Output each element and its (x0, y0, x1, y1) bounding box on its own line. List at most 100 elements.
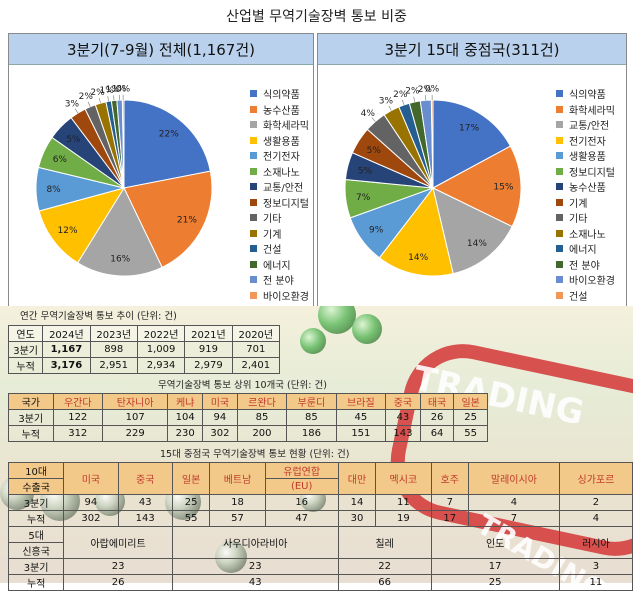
legend-label: 전 분야 (569, 257, 600, 272)
legend-label: 화학세라믹 (263, 117, 309, 132)
legend-item: 교통/안전 (556, 117, 615, 133)
legend-label: 기타 (263, 210, 281, 225)
legend-swatch (250, 168, 257, 175)
header-cell: 2023년 (90, 326, 137, 342)
header-cell: 일본 (454, 394, 488, 410)
legend-item: 정보디지털 (556, 164, 615, 180)
table-cell: 18 (210, 495, 265, 511)
legend-item: 에너지 (556, 241, 615, 257)
slice-value-label: 17% (459, 124, 479, 134)
table-cell: 4 (469, 495, 560, 511)
table-cell: 2,934 (137, 358, 184, 374)
legend-label: 전 분야 (263, 272, 294, 287)
table-cell: 누적 (9, 426, 54, 442)
leader-line (114, 95, 115, 100)
table-cell: 898 (90, 342, 137, 358)
legend-swatch (556, 121, 563, 128)
table-cell: 14 (338, 495, 376, 511)
table-cell: 23 (172, 559, 338, 575)
header-cell: 부룬디 (287, 394, 336, 410)
table-cell: 2,979 (185, 358, 232, 374)
table-cell: 57 (210, 511, 265, 527)
legend-label: 전기전자 (263, 148, 300, 163)
legend-item: 식의약품 (250, 86, 309, 102)
table-cell: 23 (64, 559, 173, 575)
leader-line (88, 102, 90, 107)
legend-label: 소재나노 (263, 164, 300, 179)
row-label: 수출국 (9, 479, 64, 495)
table-cell: 302 (64, 511, 118, 527)
legend-item: 기타 (556, 210, 615, 226)
table-cell: 30 (338, 511, 376, 527)
legend-label: 정보디지털 (569, 164, 615, 179)
table-cell: 25 (454, 410, 488, 426)
legend-swatch (556, 214, 563, 221)
pie-chart-focus: 17%15%14%14%9%7%5%5%4%3%2%2%2%0% (318, 70, 548, 300)
header-cell: 싱가포르 (559, 463, 632, 495)
legend-label: 농수산품 (263, 102, 300, 117)
header-cell: 태국 (420, 394, 454, 410)
table-cell: 3분기 (9, 342, 43, 358)
legend-label: 생활용품 (569, 148, 606, 163)
table-cell: 43 (118, 495, 172, 511)
table-cell: 26 (420, 410, 454, 426)
table-cell: 143 (118, 511, 172, 527)
table-cell: 2,951 (90, 358, 137, 374)
legend-label: 식의약품 (569, 86, 606, 101)
slice-value-label: 0% (116, 85, 131, 95)
legend-item: 식의약품 (556, 86, 615, 102)
legend-item: 전기전자 (556, 133, 615, 149)
header-cell: 멕시코 (376, 463, 431, 495)
header-cell: 중국 (118, 463, 172, 495)
header-cell: 호주 (431, 463, 469, 495)
legend-item: 기계 (250, 226, 309, 242)
chart-title-focus: 3분기 15대 중점국(311건) (318, 34, 626, 65)
slice-value-label: 5% (66, 135, 81, 145)
slice-value-label: 3% (379, 96, 394, 106)
header-cell: 칠레 (338, 527, 431, 559)
legend-item: 정보디지털 (250, 195, 309, 211)
header-cell: 우간다 (53, 394, 102, 410)
legend-swatch (250, 121, 257, 128)
table-cell: 94 (203, 410, 238, 426)
legend-swatch (250, 214, 257, 221)
table-cell: 55 (454, 426, 488, 442)
slice-value-label: 0% (425, 85, 440, 95)
table-cell: 누적 (9, 358, 43, 374)
legend-item: 기타 (250, 210, 309, 226)
legend-label: 식의약품 (263, 86, 300, 101)
legend-item: 생활용품 (556, 148, 615, 164)
legend-swatch (250, 152, 257, 159)
group-label: 10대 (9, 463, 64, 479)
header-cell: 중국 (386, 394, 421, 410)
legend-swatch (556, 292, 563, 299)
legend-label: 소재나노 (569, 226, 606, 241)
legend-label: 생활용품 (263, 133, 300, 148)
header-cell: 베트남 (210, 463, 265, 495)
header-cell: 국가 (9, 394, 54, 410)
legend-swatch (250, 137, 257, 144)
legend-swatch (556, 90, 563, 97)
legend-swatch (250, 276, 257, 283)
header-cell: 유럽연합 (265, 463, 338, 479)
legend-swatch (250, 106, 257, 113)
table-cell: 302 (203, 426, 238, 442)
page-title: 산업별 무역기술장벽 통보 비중 (0, 6, 633, 26)
leader-line (389, 106, 392, 111)
legend-item: 소재나노 (556, 226, 615, 242)
legend-label: 건설 (569, 288, 587, 303)
table-cell: 3 (559, 559, 632, 575)
table-cell: 919 (185, 342, 232, 358)
header-cell: 대만 (338, 463, 376, 495)
slice-value-label: 22% (159, 130, 179, 140)
